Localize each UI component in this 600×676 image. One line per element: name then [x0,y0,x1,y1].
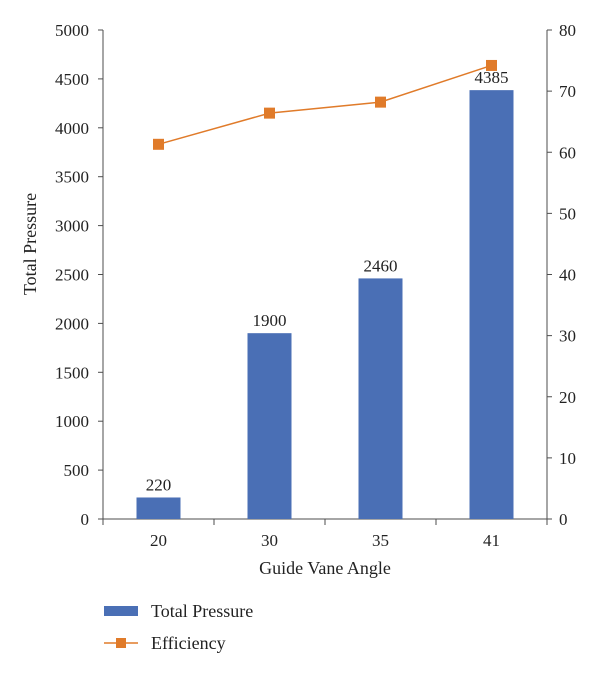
y-tick-label: 5000 [55,21,89,40]
y-tick-label: 4500 [55,70,89,89]
x-axis-title: Guide Vane Angle [259,558,391,578]
bar-total-pressure [247,333,292,519]
y-tick-label: 1000 [55,412,89,431]
bar-total-pressure [358,278,403,519]
y-axis-title: Total Pressure [20,193,40,295]
y2-tick-label: 70 [559,82,576,101]
y2-tick-label: 0 [559,510,568,529]
y2-tick-label: 40 [559,266,576,285]
x-tick-label: 30 [261,531,278,550]
y2-tick-label: 80 [559,21,576,40]
y-tick-label: 3500 [55,168,89,187]
y2-tick-label: 50 [559,204,576,223]
legend: Total Pressure Efficiency [104,601,253,653]
efficiency-line [158,64,492,146]
y2-tick-label: 20 [559,388,576,407]
y2-tick-label: 10 [559,449,576,468]
y-tick-label: 2500 [55,266,89,285]
bars-group [136,90,514,519]
efficiency-line-group [153,59,497,150]
x-tick-label: 41 [483,531,500,550]
legend-label-total-pressure: Total Pressure [151,601,253,621]
y-tick-label: 3000 [55,217,89,236]
legend-label-efficiency: Efficiency [151,633,226,653]
bar-data-label: 220 [146,475,172,494]
y-tick-label: 0 [81,510,90,529]
x-tick-label: 20 [150,531,167,550]
bar-total-pressure [136,497,181,519]
data-labels-group: 220 1900 2460 4385 [146,68,509,494]
bar-data-label: 4385 [475,68,509,87]
efficiency-point [375,96,386,108]
legend-swatch-total-pressure [104,606,138,616]
axes-group: 0500100015002000250030003500400045005000… [55,21,576,550]
y-tick-label: 2000 [55,314,89,333]
efficiency-point [264,107,275,119]
bar-total-pressure [469,90,514,519]
bar-data-label: 1900 [253,311,287,330]
y-tick-label: 4000 [55,119,89,138]
y2-tick-label: 60 [559,143,576,162]
y-tick-label: 1500 [55,363,89,382]
bar-data-label: 2460 [364,256,398,275]
legend-marker-efficiency [116,638,126,648]
efficiency-point [153,138,164,150]
efficiency-point [486,59,497,71]
y-tick-label: 500 [64,461,90,480]
y2-tick-label: 30 [559,327,576,346]
x-tick-label: 35 [372,531,389,550]
